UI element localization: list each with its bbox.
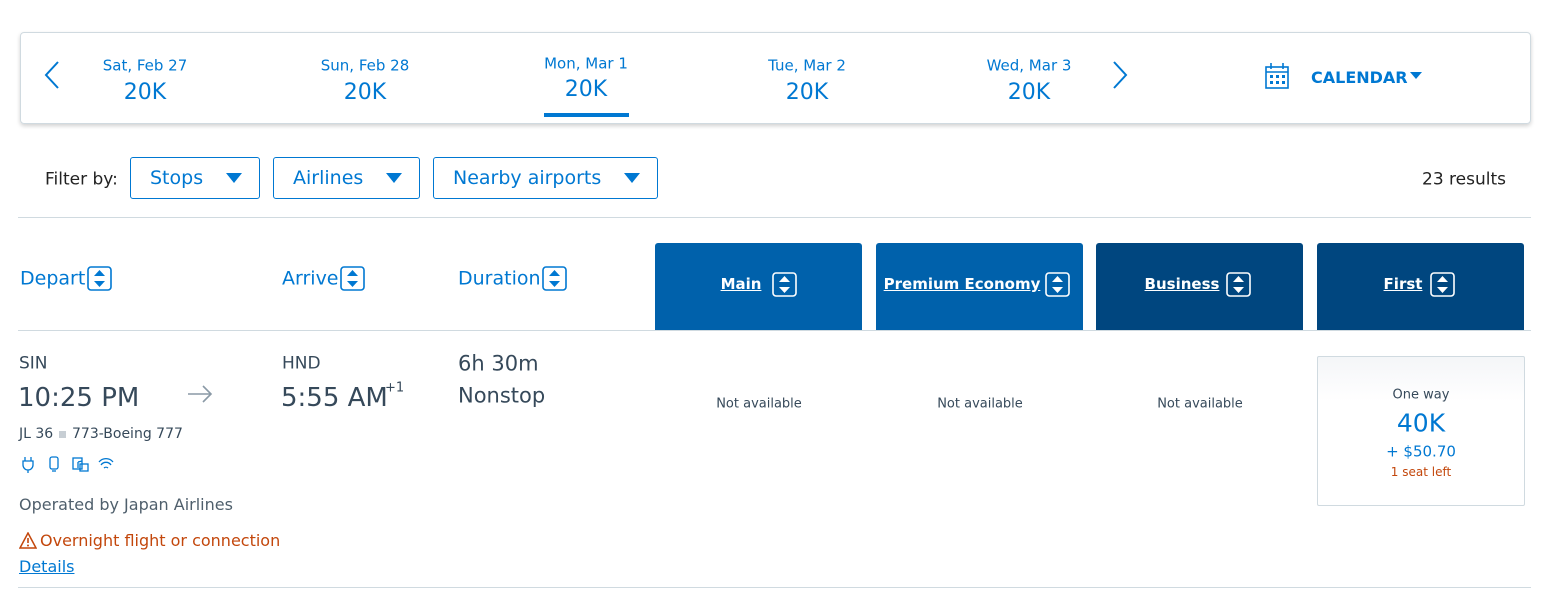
flight-number: JL 36 [19, 426, 54, 442]
operator: Operated by Japan Airlines [19, 495, 233, 514]
cabin-tab[interactable]: First [1317, 243, 1524, 330]
prev-arrow[interactable] [42, 60, 62, 90]
selected-underline [544, 113, 629, 117]
cabin-name: Premium Economy [883, 275, 1041, 293]
sort-icon[interactable] [87, 266, 112, 291]
day-label[interactable]: Sat, Feb 27 [102, 56, 188, 75]
separator [59, 431, 66, 438]
duration: 6h 30m [458, 351, 539, 376]
cabin-name: First [1383, 275, 1423, 293]
results-count: 23 results [1422, 169, 1506, 190]
destination: HND [282, 353, 321, 374]
filter-text: Airlines [293, 167, 364, 189]
aircraft: 773-Boeing 777 [72, 426, 183, 442]
cabin-name: Main [720, 275, 762, 293]
filter-text: Nearby airports [453, 167, 602, 189]
warning: Overnight flight or connection [40, 531, 281, 550]
day-price[interactable]: 20K [785, 80, 829, 105]
cabin-tab[interactable]: Premium Economy [876, 243, 1083, 330]
warning-icon [19, 532, 37, 549]
cabin-tab[interactable]: Main [655, 243, 862, 330]
fare-taxes: + $50.70 [1386, 442, 1456, 461]
fare-miles: 40K [1396, 408, 1446, 438]
caret [386, 173, 402, 183]
day-label[interactable]: Tue, Mar 2 [768, 56, 846, 75]
filter-button[interactable]: Stops [130, 157, 260, 199]
sort-arrive[interactable]: Arrive [282, 267, 339, 290]
fare-box[interactable] [1317, 356, 1525, 506]
sort-duration[interactable]: Duration [458, 267, 541, 290]
cabin-name: Business [1144, 275, 1220, 293]
day-label[interactable]: Sun, Feb 28 [320, 56, 410, 75]
divider [18, 217, 1531, 218]
filter-button[interactable]: Airlines [273, 157, 420, 199]
details-link[interactable]: Details [19, 557, 75, 576]
day-price[interactable]: 20K [123, 80, 167, 105]
fare-trip: One way [1392, 387, 1450, 403]
sort-icon[interactable] [542, 266, 567, 291]
origin: SIN [19, 353, 48, 374]
caret [226, 173, 242, 183]
sort-depart[interactable]: Depart [20, 267, 86, 290]
arrive-time: 5:55 AM [281, 383, 388, 413]
filter-label: Filter by: [45, 169, 118, 190]
day-price[interactable]: 20K [564, 77, 608, 102]
stops: Nonstop [458, 383, 546, 408]
dropdown-caret [1410, 72, 1422, 79]
sort-icon [772, 272, 797, 297]
day-label[interactable]: Wed, Mar 3 [986, 56, 1072, 75]
calendar-button[interactable]: CALENDAR [1311, 68, 1408, 87]
day-price[interactable]: 20K [343, 80, 387, 105]
divider [18, 330, 1531, 331]
sort-icon [1226, 272, 1251, 297]
day-price[interactable]: 20K [1007, 80, 1051, 105]
depart-time: 10:25 PM [18, 383, 140, 413]
sort-icon [1045, 272, 1070, 297]
caret [624, 173, 640, 183]
filter-text: Stops [150, 167, 204, 189]
day-offset: +1 [385, 380, 405, 396]
calendar-icon[interactable] [1264, 62, 1290, 90]
day-label[interactable]: Mon, Mar 1 [544, 54, 628, 73]
sort-icon [1430, 272, 1455, 297]
seats-left: 1 seat left [1390, 465, 1452, 479]
fare-unavailable: Not available [1157, 396, 1243, 412]
fare-unavailable: Not available [937, 396, 1023, 412]
filter-button[interactable]: Nearby airports [433, 157, 658, 199]
fare-unavailable: Not available [716, 396, 802, 412]
cabin-tab[interactable]: Business [1096, 243, 1303, 330]
amenity-icons [22, 456, 114, 473]
route-arrow [188, 385, 213, 403]
divider [18, 587, 1531, 588]
sort-icon[interactable] [340, 266, 365, 291]
next-arrow[interactable] [1110, 60, 1130, 90]
date-bar [20, 32, 1531, 124]
